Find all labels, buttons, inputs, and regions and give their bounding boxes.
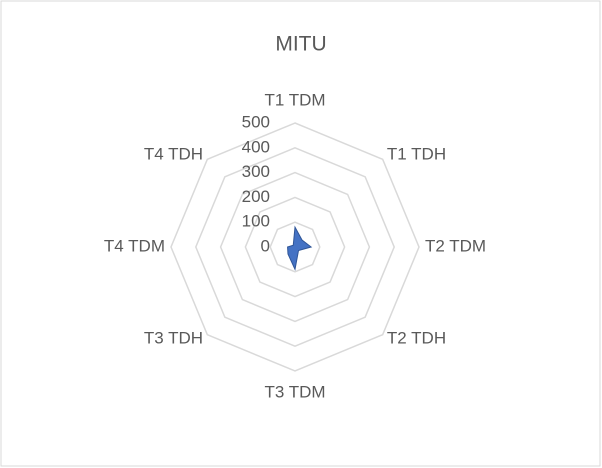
- category-label: T4 TDM: [104, 236, 165, 255]
- category-label: T2 TDH: [387, 328, 446, 347]
- tick-label: 0: [261, 236, 270, 255]
- category-label: T1 TDH: [387, 145, 446, 164]
- radar-area: [287, 225, 313, 271]
- tick-label: 500: [242, 112, 270, 131]
- tick-label: 200: [242, 187, 270, 206]
- grid-ring: [219, 171, 371, 323]
- category-label: T1 TDM: [264, 90, 325, 109]
- tick-label: 300: [242, 162, 270, 181]
- grid-ring: [269, 221, 321, 273]
- category-label: T3 TDM: [264, 382, 325, 401]
- tick-label: 100: [242, 212, 270, 231]
- chart-title: MITU: [275, 33, 326, 56]
- category-label: T2 TDM: [425, 236, 486, 255]
- grid-ring: [170, 122, 420, 372]
- category-label: T4 TDH: [144, 145, 203, 164]
- grid-ring: [244, 196, 346, 298]
- category-label: T3 TDH: [144, 328, 203, 347]
- tick-label: 400: [242, 137, 270, 156]
- grid-ring: [194, 146, 396, 348]
